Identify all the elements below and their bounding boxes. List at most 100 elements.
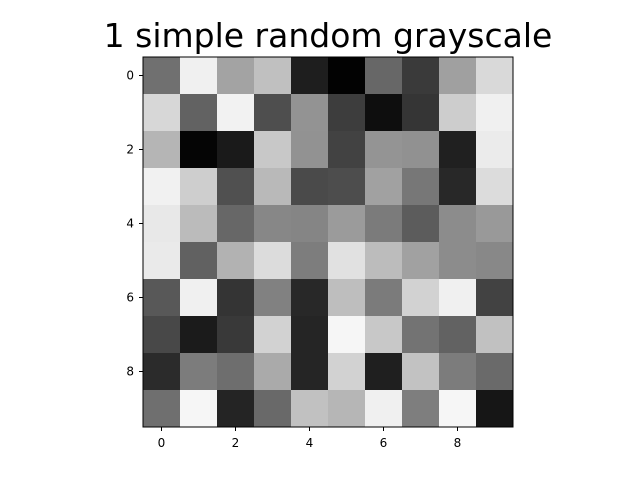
heatmap-cell [476, 205, 514, 243]
y-tick-label: 0 [126, 69, 134, 83]
heatmap-cell [476, 242, 514, 280]
x-tick-label: 8 [454, 436, 462, 450]
y-tick-label: 8 [126, 365, 134, 379]
heatmap-cell [328, 57, 366, 95]
heatmap-cell [291, 205, 329, 243]
heatmap-cell [476, 94, 514, 132]
heatmap-cell [439, 316, 477, 354]
heatmap-cell [402, 94, 440, 132]
heatmap-cell [254, 94, 292, 132]
heatmap-cell [365, 353, 403, 391]
heatmap-cell [365, 242, 403, 280]
heatmap-cell [291, 131, 329, 169]
heatmap-cell [402, 168, 440, 206]
heatmap-cell [291, 279, 329, 317]
heatmap-cell [217, 168, 255, 206]
heatmap-cell [143, 242, 181, 280]
heatmap-cell [291, 242, 329, 280]
y-axis-ticks: 0 2 4 6 8 [126, 69, 143, 379]
heatmap-cell [180, 279, 218, 317]
heatmap-cell [217, 205, 255, 243]
heatmap-cell [328, 94, 366, 132]
y-tick-label: 6 [126, 291, 134, 305]
heatmap-cell [365, 131, 403, 169]
heatmap-cell [217, 390, 255, 428]
heatmap-cell [439, 168, 477, 206]
heatmap-cell [476, 57, 514, 95]
heatmap-cell [402, 205, 440, 243]
heatmap-cell [180, 168, 218, 206]
heatmap-cell [254, 242, 292, 280]
x-axis-ticks: 0 2 4 6 8 [158, 427, 462, 450]
heatmap-cell [365, 168, 403, 206]
heatmap-cell [439, 131, 477, 169]
heatmap-cell [180, 205, 218, 243]
heatmap-cell [143, 390, 181, 428]
heatmap-cell [365, 390, 403, 428]
heatmap-cell [328, 353, 366, 391]
heatmap-cell [180, 316, 218, 354]
heatmap-cell [180, 390, 218, 428]
heatmap-cell [365, 205, 403, 243]
heatmap-cell [217, 316, 255, 354]
heatmap-cell [291, 168, 329, 206]
heatmap-cell [143, 279, 181, 317]
heatmap-cell [180, 57, 218, 95]
heatmap-cell [328, 242, 366, 280]
heatmap-cell [328, 131, 366, 169]
heatmap-cell [365, 316, 403, 354]
heatmap-cell [217, 57, 255, 95]
x-tick-label: 4 [306, 436, 314, 450]
heatmap-cell [217, 131, 255, 169]
heatmap-cell [291, 316, 329, 354]
heatmap-cell [365, 94, 403, 132]
heatmap-cell [143, 57, 181, 95]
heatmap-cell [254, 168, 292, 206]
heatmap-cell [217, 279, 255, 317]
plot-frame [142, 56, 514, 428]
heatmap-cell [217, 94, 255, 132]
heatmap-cell [402, 353, 440, 391]
heatmap-cell [476, 168, 514, 206]
heatmap-cell [143, 131, 181, 169]
heatmap-cells [143, 57, 514, 428]
heatmap-cell [180, 353, 218, 391]
heatmap-cell [180, 131, 218, 169]
heatmap-cell [439, 242, 477, 280]
heatmap-cell [328, 168, 366, 206]
x-tick-label: 2 [232, 436, 240, 450]
heatmap-cell [180, 242, 218, 280]
heatmap-cell [254, 316, 292, 354]
heatmap-cell [402, 316, 440, 354]
heatmap-cell [439, 353, 477, 391]
heatmap-cell [143, 353, 181, 391]
heatmap-cell [254, 279, 292, 317]
heatmap-cell [291, 390, 329, 428]
heatmap-cell [476, 131, 514, 169]
heatmap-cell [439, 57, 477, 95]
heatmap-cell [254, 353, 292, 391]
heatmap-cell [328, 205, 366, 243]
heatmap-cell [365, 57, 403, 95]
heatmap-cell [402, 242, 440, 280]
heatmap-cell [365, 279, 403, 317]
heatmap-cell [291, 353, 329, 391]
heatmap-cell [254, 390, 292, 428]
heatmap-cell [476, 353, 514, 391]
heatmap-cell [402, 131, 440, 169]
y-tick-label: 4 [126, 217, 134, 231]
heatmap-cell [439, 279, 477, 317]
heatmap-cell [291, 94, 329, 132]
chart-title: 1 simple random grayscale [103, 16, 553, 55]
heatmap-cell [328, 316, 366, 354]
heatmap-cell [476, 390, 514, 428]
x-tick-label: 0 [158, 436, 166, 450]
heatmap-cell [402, 57, 440, 95]
heatmap-cell [439, 390, 477, 428]
heatmap-cell [143, 205, 181, 243]
heatmap-cell [217, 242, 255, 280]
heatmap-cell [439, 205, 477, 243]
heatmap-cell [476, 316, 514, 354]
